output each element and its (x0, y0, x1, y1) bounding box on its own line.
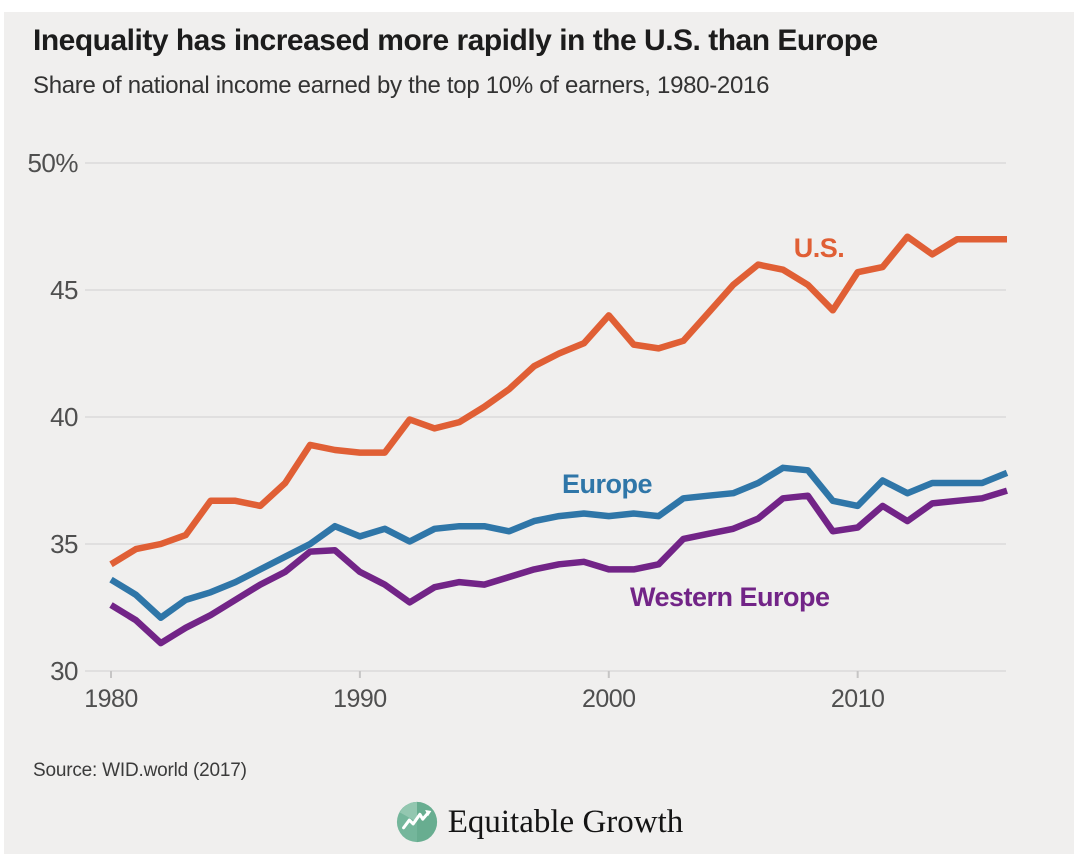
source-note: Source: WID.world (2017) (33, 760, 247, 781)
series-line-u-s- (109, 233, 1007, 568)
logo-text: Equitable Growth (447, 803, 684, 840)
equitable-growth-logo-icon (396, 801, 437, 843)
x-tick-label-1980: 1980 (84, 685, 138, 713)
x-tick-label-1990: 1990 (333, 685, 387, 713)
logo-trendline-icon (401, 810, 430, 830)
y-tick-label-40: 40 (50, 402, 78, 432)
series-line-europe (109, 464, 1009, 621)
series-label-western-europe: Western Europe (630, 582, 830, 612)
series-label-europe: Europe (562, 469, 652, 499)
x-tick-label-2000: 2000 (582, 685, 636, 713)
y-tick-label-45: 45 (50, 275, 78, 305)
logo: Equitable Growth (0, 800, 1078, 844)
chart-title: Inequality has increased more rapidly in… (33, 24, 878, 57)
x-tick-label-2010: 2010 (831, 685, 885, 713)
chart-subtitle: Share of national income earned by the t… (33, 72, 770, 99)
series-line-western-europe (109, 487, 1008, 647)
series-label-u-s-: U.S. (794, 233, 845, 263)
y-tick-label-30: 30 (50, 656, 78, 686)
logo-arrowhead-icon (424, 810, 432, 817)
y-tick-label-35: 35 (50, 529, 78, 559)
y-tick-label-50: 50% (27, 148, 78, 178)
chart-background-card (4, 12, 1074, 854)
